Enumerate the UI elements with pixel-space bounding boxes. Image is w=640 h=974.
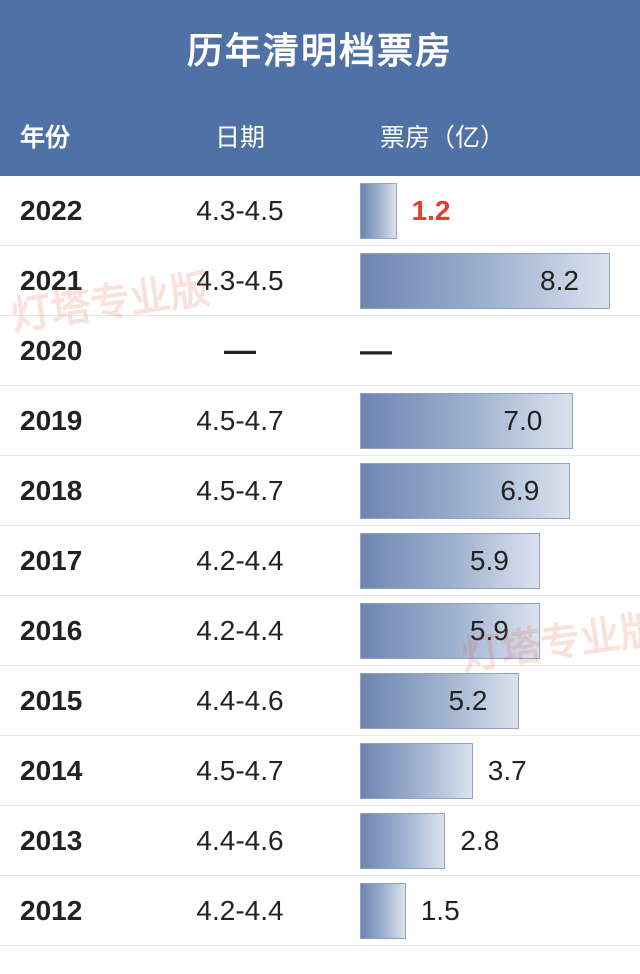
bar-cell: 5.9 — [360, 603, 620, 659]
value-label: 7.0 — [503, 405, 542, 437]
chart-container: 历年清明档票房 年份 日期 票房（亿） 20224.3-4.51.220214.… — [0, 0, 640, 946]
value-label: 5.9 — [470, 615, 509, 647]
bar-cell: 5.2 — [360, 673, 620, 729]
value-label: 6.9 — [500, 475, 539, 507]
value-bar — [360, 883, 406, 939]
header-row: 年份 日期 票房（亿） — [0, 96, 640, 176]
bar-cell: 8.2 — [360, 253, 620, 309]
table-row: 2020—— — [0, 316, 640, 386]
chart-title: 历年清明档票房 — [0, 0, 640, 96]
date-cell: 4.5-4.7 — [120, 755, 360, 787]
value-bar — [360, 533, 540, 589]
date-cell: 4.3-4.5 — [120, 195, 360, 227]
col-header-value: 票房（亿） — [360, 118, 640, 154]
bar-cell: 1.2 — [360, 183, 620, 239]
bar-cell: 6.9 — [360, 463, 620, 519]
bar-cell: 2.8 — [360, 813, 620, 869]
date-cell: 4.4-4.6 — [120, 825, 360, 857]
table-row: 20124.2-4.4 1.5 — [0, 876, 640, 946]
table-row: 20144.5-4.7 3.7 — [0, 736, 640, 806]
year-cell: 2022 — [0, 195, 120, 227]
value-bar — [360, 183, 397, 239]
date-cell: 4.2-4.4 — [120, 615, 360, 647]
bar-cell: — — [360, 323, 620, 379]
date-cell: 4.5-4.7 — [120, 475, 360, 507]
table-row: 20214.3-4.5 8.2 — [0, 246, 640, 316]
value-label: — — [360, 332, 392, 369]
date-cell: 4.2-4.4 — [120, 895, 360, 927]
date-cell: 4.5-4.7 — [120, 405, 360, 437]
table-row: 20134.4-4.6 2.8 — [0, 806, 640, 876]
date-cell: 4.2-4.4 — [120, 545, 360, 577]
value-label: 5.2 — [449, 685, 488, 717]
bar-cell: 5.9 — [360, 533, 620, 589]
date-cell: — — [120, 332, 360, 369]
year-cell: 2018 — [0, 475, 120, 507]
year-cell: 2021 — [0, 265, 120, 297]
bar-cell: 3.7 — [360, 743, 620, 799]
value-bar — [360, 813, 445, 869]
data-rows: 20224.3-4.51.220214.3-4.58.22020——20194.… — [0, 176, 640, 946]
year-cell: 2019 — [0, 405, 120, 437]
year-cell: 2014 — [0, 755, 120, 787]
table-row: 20224.3-4.5 1.2 — [0, 176, 640, 246]
value-bar — [360, 603, 540, 659]
table-row: 20164.2-4.4 5.9 — [0, 596, 640, 666]
bar-cell: 1.5 — [360, 883, 620, 939]
value-label: 3.7 — [488, 755, 527, 787]
year-cell: 2013 — [0, 825, 120, 857]
value-bar — [360, 743, 473, 799]
table-row: 20174.2-4.4 5.9 — [0, 526, 640, 596]
year-cell: 2020 — [0, 335, 120, 367]
bar-cell: 7.0 — [360, 393, 620, 449]
value-label: 1.5 — [421, 895, 460, 927]
col-header-year: 年份 — [0, 118, 120, 154]
value-label: 5.9 — [470, 545, 509, 577]
value-label: 2.8 — [460, 825, 499, 857]
value-label: 8.2 — [540, 265, 579, 297]
col-header-date: 日期 — [120, 118, 360, 154]
date-cell: 4.4-4.6 — [120, 685, 360, 717]
year-cell: 2012 — [0, 895, 120, 927]
year-cell: 2017 — [0, 545, 120, 577]
value-bar — [360, 673, 519, 729]
year-cell: 2015 — [0, 685, 120, 717]
year-cell: 2016 — [0, 615, 120, 647]
table-row: 20184.5-4.7 6.9 — [0, 456, 640, 526]
table-row: 20194.5-4.7 7.0 — [0, 386, 640, 456]
date-cell: 4.3-4.5 — [120, 265, 360, 297]
value-label: 1.2 — [412, 195, 451, 227]
table-row: 20154.4-4.6 5.2 — [0, 666, 640, 736]
